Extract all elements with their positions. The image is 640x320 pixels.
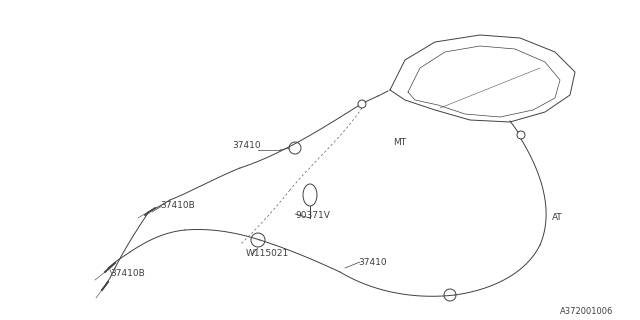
Text: 37410: 37410 [232,141,260,150]
Text: 37410B: 37410B [160,201,195,210]
Text: MT: MT [393,138,406,147]
Text: 37410: 37410 [358,258,387,267]
Text: 90371V: 90371V [295,211,330,220]
Text: AT: AT [552,213,563,222]
Text: A372001006: A372001006 [560,307,613,316]
Text: W115021: W115021 [246,249,289,258]
Text: 37410B: 37410B [110,269,145,278]
